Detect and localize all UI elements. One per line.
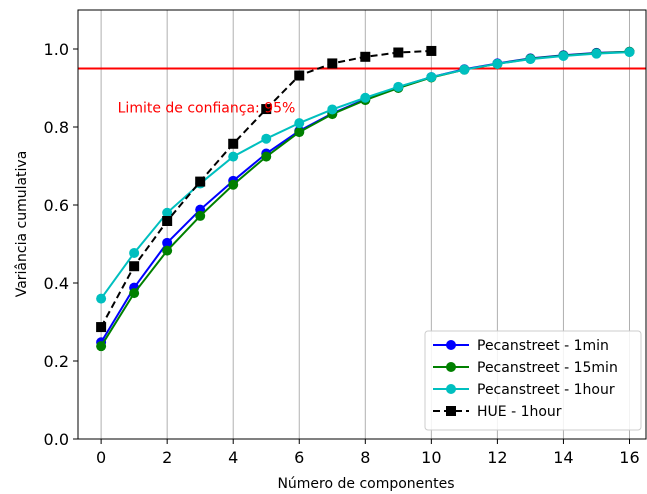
y-tick-label-5: 1.0 — [44, 40, 69, 59]
y-axis-label: Variância cumulativa — [14, 151, 30, 298]
point-2-9 — [393, 81, 404, 92]
point-2-11 — [459, 64, 470, 75]
y-tick-label-1: 0.2 — [44, 352, 69, 371]
point-1-4 — [228, 179, 239, 190]
y-tick-label-2: 0.4 — [44, 274, 69, 293]
point-3-10 — [426, 45, 437, 56]
x-tick-label-16: 16 — [619, 448, 639, 467]
series-3 — [96, 45, 437, 333]
plot-frame — [77, 9, 647, 440]
point-1-5 — [261, 151, 272, 162]
point-3-0 — [96, 322, 107, 333]
point-2-5 — [261, 133, 272, 144]
point-2-16 — [624, 47, 635, 58]
point-3-6 — [294, 70, 305, 81]
point-3-1 — [129, 261, 140, 272]
x-tick-label-0: 0 — [96, 448, 106, 467]
point-1-2 — [162, 245, 173, 256]
point-2-0 — [96, 293, 107, 304]
point-2-4 — [228, 151, 239, 162]
point-3-9 — [393, 47, 404, 58]
y-axis: 0.0 0.2 0.4 0.6 0.8 1.0 — [44, 40, 78, 449]
x-tick-label-6: 6 — [294, 448, 304, 467]
point-2-2 — [162, 207, 173, 218]
x-axis-label: Número de componentes — [277, 476, 454, 492]
legend-marker-1 — [446, 362, 456, 372]
legend-marker-0 — [446, 340, 456, 350]
point-3-7 — [327, 58, 338, 69]
point-2-13 — [525, 54, 536, 65]
threshold-label: Limite de confiança: 95% — [118, 101, 296, 117]
legend-marker-3 — [446, 406, 456, 416]
point-2-6 — [294, 118, 305, 129]
point-2-14 — [558, 51, 569, 62]
legend-label-1: Pecanstreet - 15min — [477, 360, 618, 376]
legend-marker-2 — [446, 384, 456, 394]
x-tick-label-2: 2 — [162, 448, 172, 467]
series-line-3 — [100, 49, 432, 328]
point-0-2 — [162, 237, 173, 248]
y-tick-label-0: 0.0 — [44, 430, 69, 449]
point-2-15 — [591, 48, 602, 59]
legend: Pecanstreet - 1min Pecanstreet - 15min Pec… — [424, 330, 642, 431]
legend-label-3: HUE - 1hour — [477, 404, 562, 420]
point-2-10 — [426, 72, 437, 83]
x-axis: 0 2 4 6 8 10 12 14 16 — [96, 439, 640, 467]
point-1-1 — [129, 288, 140, 299]
x-tick-label-8: 8 — [360, 448, 370, 467]
point-1-3 — [195, 210, 206, 221]
point-2-8 — [360, 92, 371, 103]
point-1-0 — [96, 341, 107, 352]
point-2-1 — [129, 247, 140, 258]
y-tick-label-4: 0.8 — [44, 118, 69, 137]
x-tick-label-14: 14 — [553, 448, 573, 467]
x-tick-label-4: 4 — [228, 448, 238, 467]
point-3-4 — [228, 138, 239, 149]
series-layer — [96, 45, 635, 352]
x-tick-label-12: 12 — [487, 448, 507, 467]
point-3-3 — [195, 176, 206, 187]
point-3-2 — [162, 215, 173, 226]
legend-label-0: Pecanstreet - 1min — [477, 338, 609, 354]
y-tick-label-3: 0.6 — [44, 196, 69, 215]
point-2-12 — [492, 58, 503, 69]
point-2-7 — [327, 104, 338, 115]
legend-label-2: Pecanstreet - 1hour — [477, 382, 615, 398]
legend-box — [424, 330, 642, 431]
point-1-6 — [294, 127, 305, 138]
point-3-5 — [261, 104, 272, 115]
point-3-8 — [360, 51, 371, 62]
x-tick-label-10: 10 — [421, 448, 441, 467]
